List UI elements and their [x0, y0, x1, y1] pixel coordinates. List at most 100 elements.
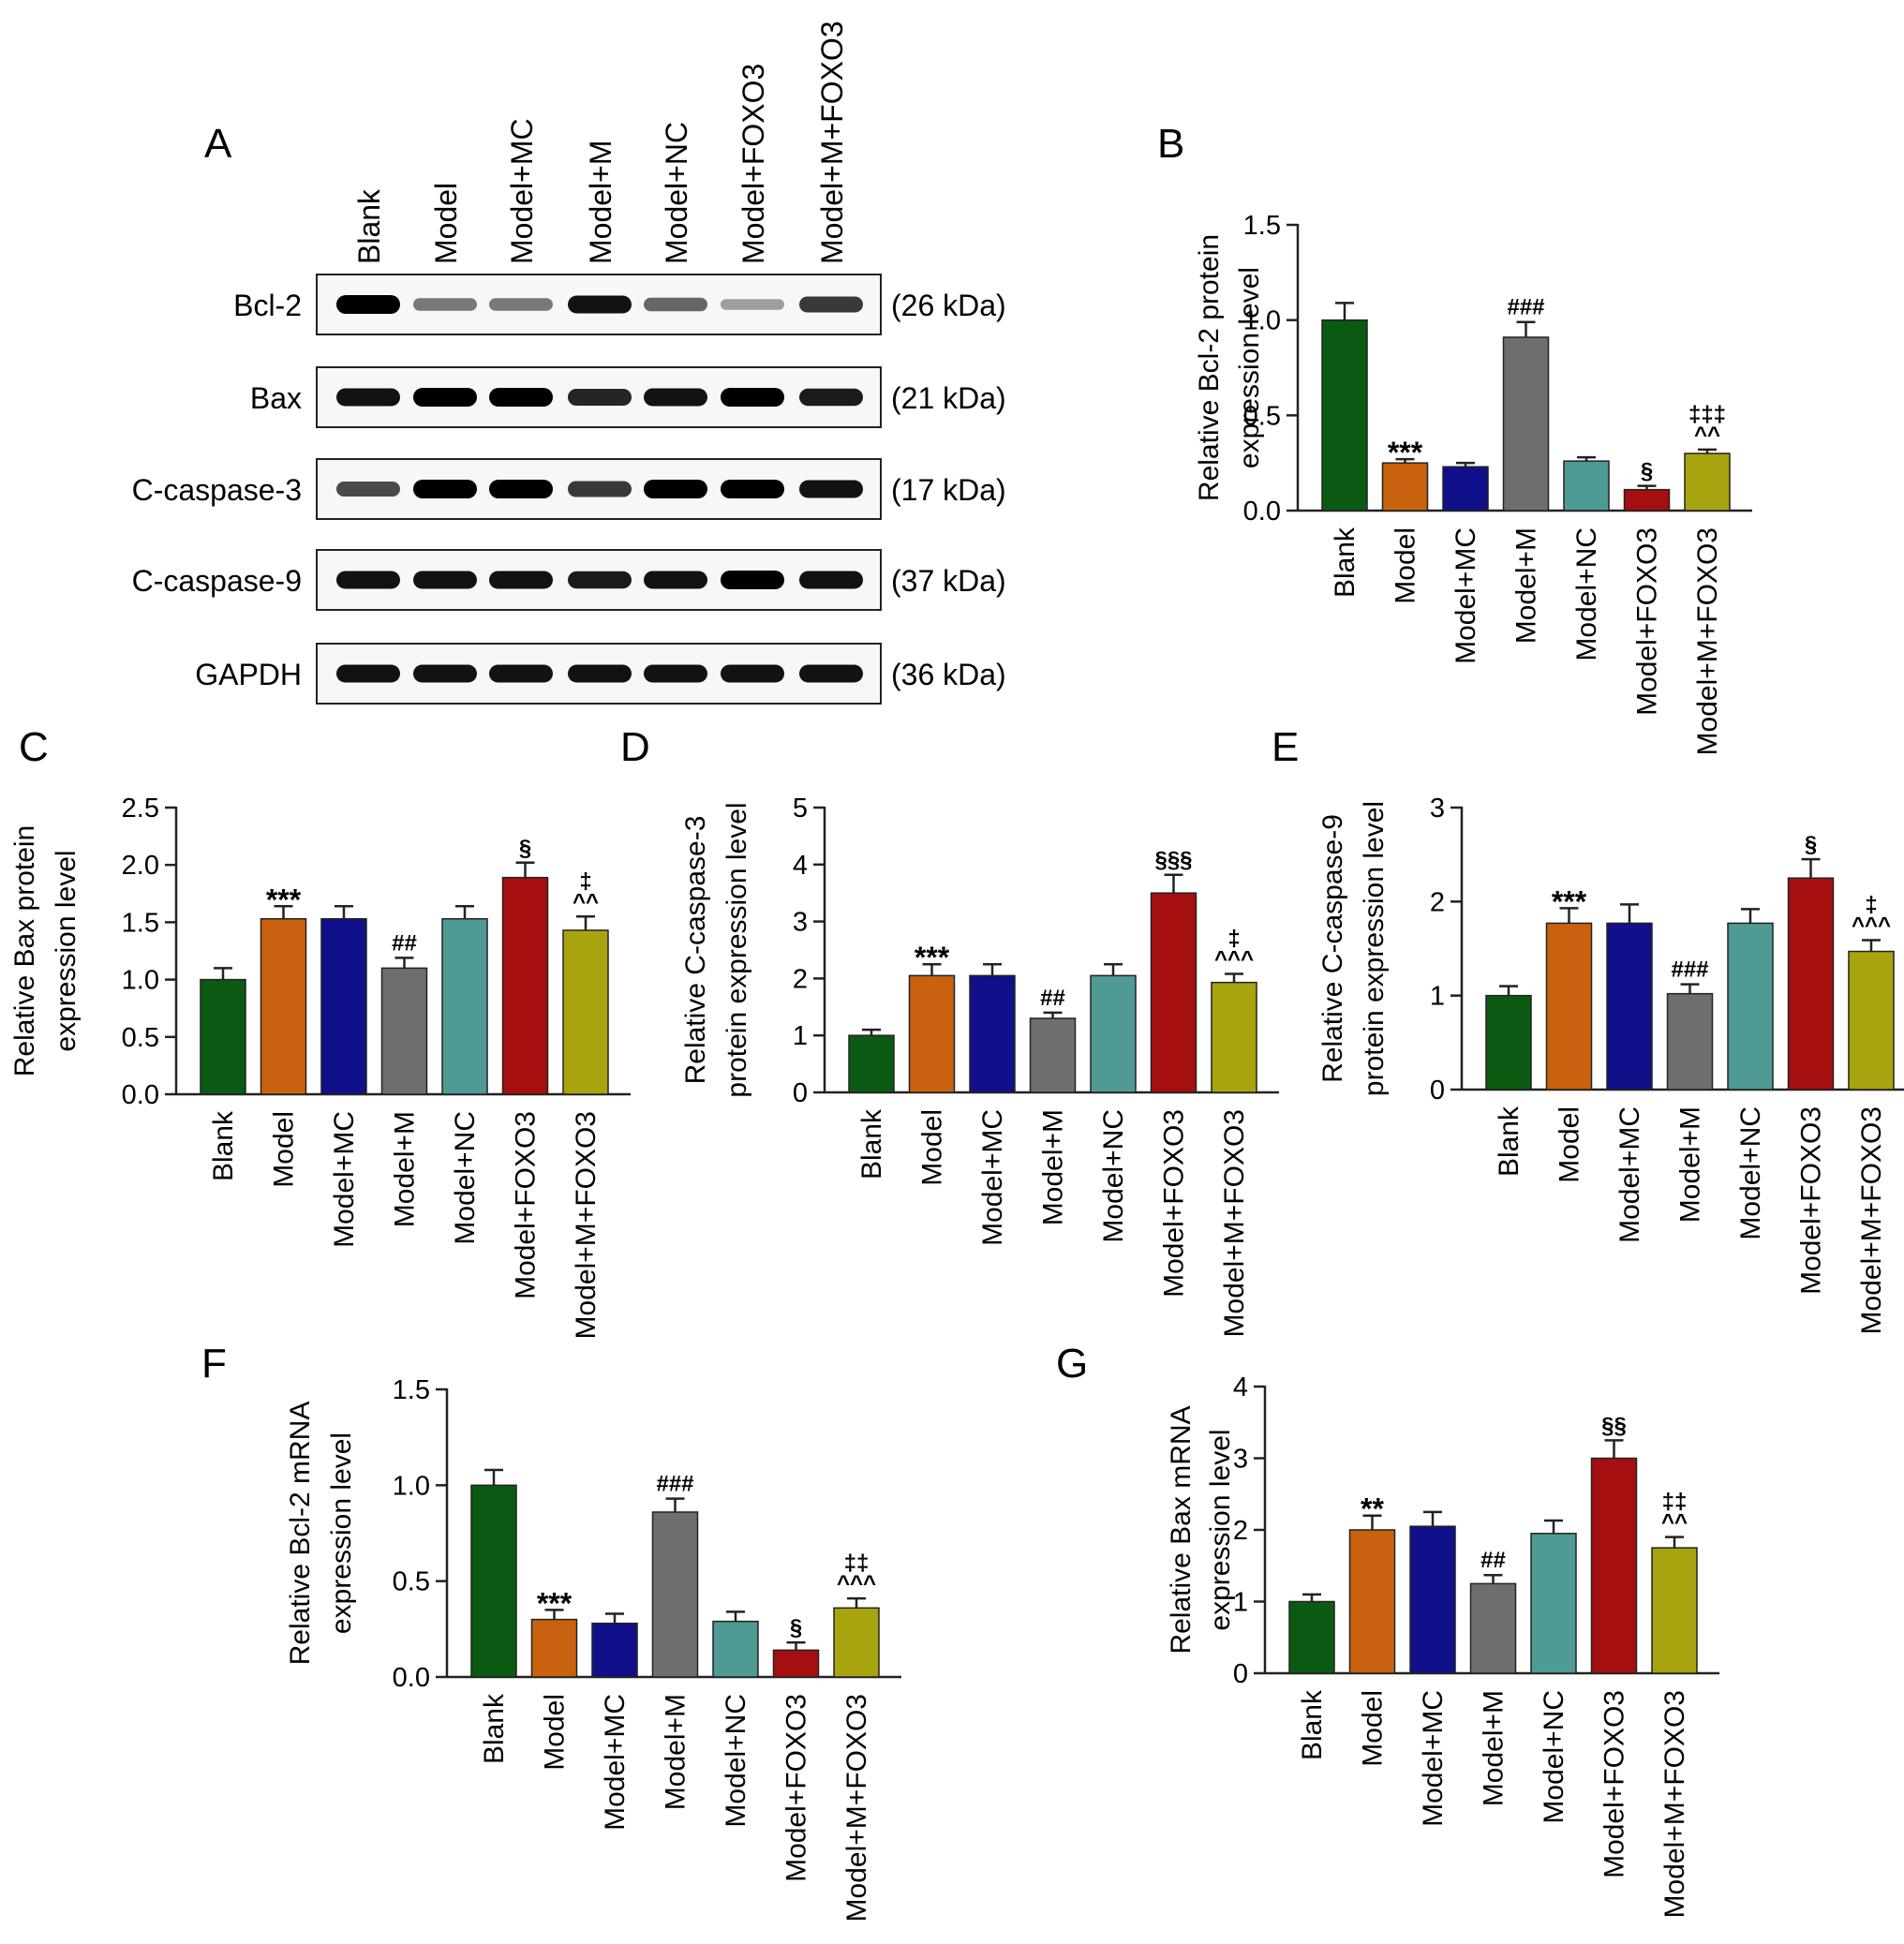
x-tick-label: Model+NC [1098, 1109, 1129, 1243]
blot-lane-label: Blank [352, 188, 386, 264]
x-tick-label: Model+M [1675, 1106, 1706, 1223]
blot-band [568, 389, 632, 406]
bar-model-m [1666, 992, 1714, 1091]
x-tick-label: Model+M+FOXO3 [1856, 1106, 1887, 1334]
blot-band [721, 664, 784, 683]
blot-row-gapdh: GAPDH (36 kDa) [195, 643, 1006, 705]
panel-letter-b: B [1157, 121, 1184, 167]
y-tick-label: 3 [793, 908, 808, 938]
bar-model-m-foxo3 [1684, 453, 1731, 512]
bar-model [908, 974, 956, 1093]
bar-model [1348, 1529, 1396, 1674]
x-tick-label: Model+MC [977, 1109, 1008, 1246]
blot-band [336, 571, 400, 589]
bar-blank [1321, 319, 1368, 512]
panel-letter-e: E [1272, 724, 1299, 770]
x-tick-label: Model+M [1038, 1109, 1069, 1225]
blot-band [489, 664, 553, 683]
blot-band [336, 482, 400, 497]
y-tick-label: 0 [793, 1078, 808, 1108]
blot-band [644, 571, 707, 589]
x-tick-label: Model [1358, 1690, 1389, 1767]
significance-label: ^^ [573, 889, 599, 914]
bar-model-m-foxo3 [1848, 950, 1895, 1091]
x-tick-label: Model+M+FOXO3 [571, 1111, 602, 1339]
bar-model [260, 917, 307, 1095]
significance-label: ### [1671, 957, 1708, 983]
bar-model-m-foxo3 [1211, 981, 1257, 1093]
x-tick-label: Model+NC [1571, 527, 1602, 661]
bar-model-foxo3 [1590, 1457, 1638, 1674]
x-tick-label: Model [1554, 1106, 1585, 1183]
y-tick-label: 3 [1430, 794, 1445, 824]
significance-label: ‡ [579, 868, 591, 894]
significance-label: ^^^ [837, 1571, 876, 1596]
blot-band [568, 481, 632, 497]
x-tick-label: Model [917, 1109, 948, 1186]
bar-model-m-foxo3 [1651, 1547, 1698, 1674]
y-tick-label: 1.0 [1243, 306, 1281, 336]
bar-model-m [380, 967, 428, 1095]
x-tick-label: Model+NC [450, 1111, 481, 1245]
y-axis-label: Relative C-caspase-9 [1317, 814, 1348, 1083]
bar-model-nc [712, 1620, 759, 1678]
y-axis-label: Relative Bcl-2 mRNA [285, 1402, 316, 1666]
y-tick-label: 1.5 [122, 908, 159, 938]
bar-model-nc [1563, 460, 1610, 512]
panel-letter-f: F [201, 1341, 227, 1387]
bar-model-nc [1530, 1533, 1577, 1674]
y-tick-label: 0.0 [1243, 497, 1281, 527]
significance-label: ### [1507, 295, 1544, 320]
y-axis-label: Relative Bax protein [9, 825, 40, 1076]
blot-band [799, 296, 863, 313]
chart-panel-g: G 0 1 2 3 4 Relative Bax mRNA expression level B… [1056, 1341, 1719, 1918]
x-tick-label: Model+MC [1614, 1106, 1645, 1243]
blot-band [721, 480, 784, 498]
bar-model [1545, 922, 1593, 1091]
blot-lane-label: Model+M [584, 141, 617, 265]
blot-band [489, 388, 553, 407]
bar-model-mc [320, 917, 367, 1095]
blot-band [413, 664, 477, 683]
blot-lane-label: Model+FOXO3 [736, 64, 770, 264]
blot-lane-label: Model [429, 183, 463, 264]
y-axis-label: expression level [1205, 1429, 1236, 1630]
significance-label: ‡‡ [844, 1551, 870, 1576]
blot-band [336, 295, 400, 314]
x-tick-label: Model+FOXO3 [781, 1694, 812, 1882]
y-tick-label: 1 [793, 1021, 808, 1051]
x-tick-label: Model+MC [600, 1694, 631, 1831]
bar-model [530, 1618, 578, 1678]
significance-label: §§ [1601, 1413, 1627, 1438]
blot-band [413, 480, 477, 498]
chart-panel-b: B 0.0 0.5 1.0 1.5 Relative Bcl-2 protein expre… [1157, 121, 1752, 755]
y-axis-label: expression level [326, 1432, 357, 1634]
significance-label: ^^ [1694, 423, 1720, 448]
x-tick-label: Blank [1494, 1106, 1525, 1177]
x-tick-label: Model+FOXO3 [1599, 1690, 1630, 1878]
blot-band [489, 480, 553, 498]
bar-model-mc [1409, 1525, 1456, 1674]
x-tick-label: Blank [479, 1693, 510, 1764]
y-axis-label: Relative Bcl-2 protein [1194, 234, 1225, 501]
blot-lane-label: Model+MC [505, 118, 539, 264]
blot-band [413, 388, 477, 407]
bar-model-mc [969, 974, 1016, 1093]
x-tick-label: Model+M [1479, 1690, 1510, 1806]
bar-blank [848, 1034, 895, 1093]
significance-label: ^^^ [1214, 947, 1254, 972]
y-tick-label: 2 [1430, 887, 1445, 917]
x-tick-label: Model+NC [721, 1694, 751, 1828]
x-tick-label: Blank [1330, 527, 1361, 598]
y-tick-label: 1.0 [393, 1471, 430, 1501]
x-tick-label: Model [1391, 527, 1421, 604]
y-tick-label: 0.5 [393, 1567, 430, 1597]
significance-label: §§§ [1154, 848, 1192, 873]
blot-band [644, 297, 707, 312]
blot-size-label: (26 kDa) [891, 289, 1006, 322]
y-tick-label: 2.0 [122, 851, 159, 881]
bar-blank [1288, 1600, 1335, 1674]
bar-model-m [651, 1511, 699, 1678]
significance-label: ^^^ [1852, 913, 1891, 938]
